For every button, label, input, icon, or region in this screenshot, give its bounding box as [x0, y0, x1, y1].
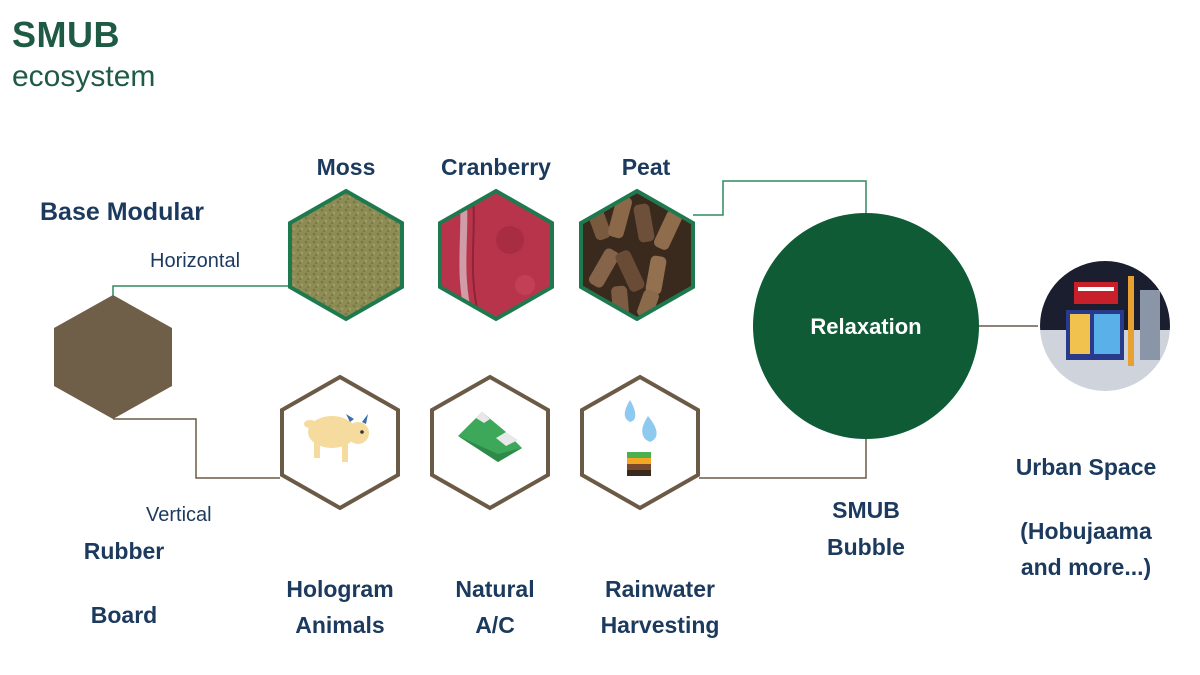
hologram-animals-hexagon: [280, 374, 400, 511]
harvesting-label: Harvesting: [600, 612, 720, 638]
rainwater-label: Rainwater: [605, 576, 715, 602]
animals-label: Animals: [295, 612, 385, 638]
peat-hexagon: [579, 188, 695, 322]
vertical-connector: [113, 418, 280, 479]
base-modular-label: Base Modular: [40, 198, 204, 226]
peat-relax-connector: [693, 180, 867, 216]
hologram-label: Hologram: [286, 576, 394, 602]
bubble-label: Bubble: [827, 534, 905, 560]
peat-label: Peat: [621, 154, 671, 180]
relaxation-circle: [753, 213, 979, 439]
natural-label: Natural: [455, 576, 535, 602]
soil-layers-icon: [627, 452, 651, 476]
vertical-label: Vertical: [146, 504, 212, 526]
relaxation-label: Relaxation: [810, 314, 921, 339]
urban-space-photo: [1038, 259, 1172, 393]
base-modular-hexagon: [54, 295, 172, 419]
and-more-label: and more...): [1020, 554, 1152, 580]
urban-space-label: Urban Space: [1015, 454, 1157, 480]
ac-label: A/C: [475, 612, 515, 638]
moss-hexagon: [288, 188, 404, 322]
rubber-label: Rubber: [83, 538, 165, 564]
smub-label: SMUB: [832, 497, 900, 523]
connector-lines: [112, 180, 1040, 479]
horizontal-connector: [112, 285, 290, 298]
natural-ac-hexagon: [430, 374, 550, 511]
horizontal-label: Horizontal: [150, 250, 241, 272]
moss-label: Moss: [316, 154, 376, 180]
board-label: Board: [90, 602, 158, 628]
mountain-icon: [458, 412, 522, 462]
cranberry-label: Cranberry: [441, 154, 551, 180]
rainwater-hexagon: [580, 374, 700, 511]
page-subtitle: ecosystem: [12, 60, 156, 93]
hobujaama-label: (Hobujaama: [1020, 518, 1152, 544]
water-drops-icon: [624, 400, 657, 442]
rain-smub-connector: [699, 438, 867, 479]
page-title: SMUB: [12, 14, 120, 55]
cranberry-hexagon: [438, 188, 554, 322]
goat-icon: [304, 414, 369, 462]
